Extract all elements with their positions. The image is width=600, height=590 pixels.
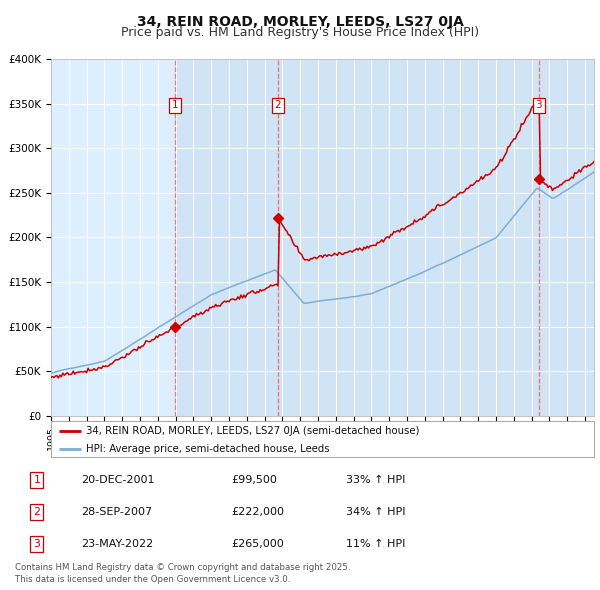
- Text: 1: 1: [172, 100, 178, 110]
- Text: 33% ↑ HPI: 33% ↑ HPI: [346, 475, 406, 484]
- Text: HPI: Average price, semi-detached house, Leeds: HPI: Average price, semi-detached house,…: [86, 444, 330, 454]
- Bar: [278, 59, 539, 416]
- Text: £265,000: £265,000: [231, 539, 284, 549]
- Text: 2: 2: [275, 100, 281, 110]
- Text: 3: 3: [535, 100, 542, 110]
- Text: 34, REIN ROAD, MORLEY, LEEDS, LS27 0JA: 34, REIN ROAD, MORLEY, LEEDS, LS27 0JA: [137, 15, 463, 29]
- Text: 1: 1: [34, 475, 40, 484]
- Text: 20-DEC-2001: 20-DEC-2001: [81, 475, 155, 484]
- Text: 34, REIN ROAD, MORLEY, LEEDS, LS27 0JA (semi-detached house): 34, REIN ROAD, MORLEY, LEEDS, LS27 0JA (…: [86, 426, 420, 436]
- Text: 2: 2: [34, 507, 40, 517]
- Text: Contains HM Land Registry data © Crown copyright and database right 2025.
This d: Contains HM Land Registry data © Crown c…: [15, 563, 350, 584]
- Text: 11% ↑ HPI: 11% ↑ HPI: [346, 539, 406, 549]
- FancyBboxPatch shape: [51, 421, 594, 457]
- Text: 28-SEP-2007: 28-SEP-2007: [81, 507, 152, 517]
- Text: 23-MAY-2022: 23-MAY-2022: [81, 539, 154, 549]
- Text: £222,000: £222,000: [231, 507, 284, 517]
- Bar: [175, 59, 278, 416]
- Text: 34% ↑ HPI: 34% ↑ HPI: [346, 507, 406, 517]
- Bar: [539, 59, 594, 416]
- Text: £99,500: £99,500: [231, 475, 277, 484]
- Text: Price paid vs. HM Land Registry's House Price Index (HPI): Price paid vs. HM Land Registry's House …: [121, 26, 479, 39]
- Text: 3: 3: [34, 539, 40, 549]
